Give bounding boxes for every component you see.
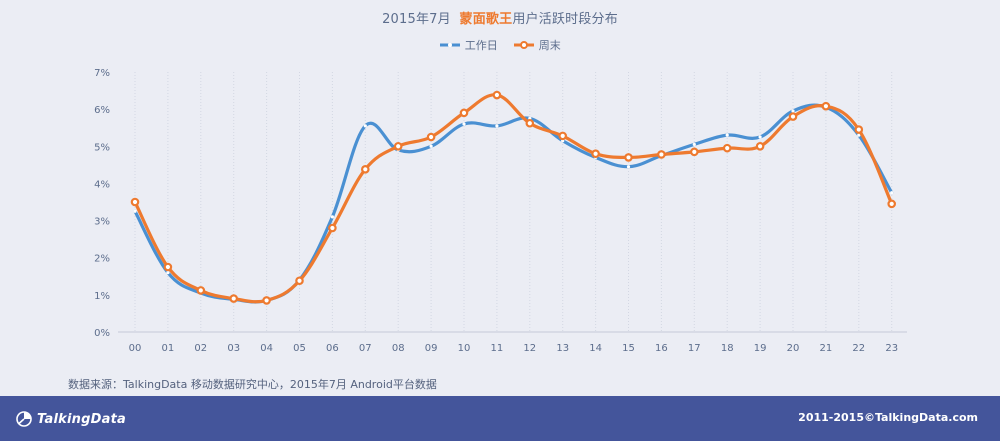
x-tick-label: 20 — [787, 343, 800, 354]
data-point-weekend — [657, 150, 666, 159]
chart-title: 2015年7月 蒙面歌王用户活跃时段分布 — [0, 8, 1000, 27]
x-tick-label: 01 — [162, 343, 175, 354]
x-tick-label: 05 — [293, 343, 306, 354]
data-point-weekday — [330, 215, 334, 219]
logo-text: TalkingData — [37, 411, 126, 427]
copyright-text: 2011-2015©TalkingData.com — [798, 411, 978, 424]
y-tick-label: 1% — [94, 291, 110, 302]
title-highlight: 蒙面歌王 — [459, 12, 513, 27]
series-line-weekend — [133, 93, 894, 304]
title-prefix: 2015年7月 — [382, 12, 451, 27]
data-point-weekend — [689, 147, 699, 157]
data-point-weekday — [725, 133, 729, 137]
x-tick-label: 04 — [260, 343, 273, 354]
data-point-weekend — [558, 131, 568, 141]
x-tick-label: 07 — [359, 343, 372, 354]
line-chart: 0% 1% 2% 3% 4% 5% 6% 7% 00 01 02 03 04 05 06 07 08 09 10 11… — [94, 68, 907, 354]
legend-weekday-label: 工作日 — [464, 39, 498, 52]
y-tick-label: 3% — [94, 217, 110, 228]
data-point-weekday — [857, 133, 861, 137]
chart-legend: 工作日 周末 — [0, 37, 1000, 53]
y-tick-label: 7% — [94, 68, 110, 79]
x-tick-label: 15 — [622, 343, 635, 354]
data-point-weekday — [626, 165, 631, 169]
title-suffix: 用户活跃时段分布 — [512, 12, 618, 27]
data-point-weekend — [755, 141, 765, 151]
data-point-weekend — [229, 294, 239, 303]
data-point-weekday — [363, 124, 367, 128]
x-tick-label: 10 — [458, 343, 471, 354]
data-point-weekend — [393, 141, 403, 151]
data-point-weekday — [791, 109, 795, 113]
y-tick-label: 2% — [94, 254, 110, 265]
x-tick-label: 14 — [589, 343, 602, 354]
data-point-weekend — [788, 112, 798, 121]
x-tick-label: 23 — [885, 343, 898, 354]
data-point-weekend — [887, 199, 897, 209]
data-point-weekend — [262, 296, 271, 305]
data-point-weekend — [130, 197, 140, 207]
data-point-weekend — [525, 118, 535, 128]
data-point-weekend — [591, 149, 600, 159]
x-tick-label: 17 — [688, 343, 701, 354]
x-tick-label: 13 — [556, 343, 569, 354]
x-tick-label: 18 — [721, 343, 734, 354]
x-tick-label: 11 — [491, 343, 504, 354]
x-tick-label: 19 — [754, 343, 767, 354]
series-line-weekday — [133, 103, 894, 304]
x-tick-label: 03 — [227, 343, 240, 354]
x-tick-label: 00 — [129, 343, 142, 354]
x-tick-label: 09 — [425, 343, 438, 354]
data-point-weekday — [166, 270, 170, 275]
legend-weekend-marker — [514, 41, 535, 49]
data-point-weekend — [821, 101, 831, 111]
data-point-weekend — [360, 165, 370, 174]
y-tick-label: 5% — [94, 142, 110, 153]
y-tick-label: 6% — [94, 105, 110, 116]
data-point-weekend — [459, 108, 469, 118]
x-tick-label: 16 — [655, 343, 668, 354]
x-tick-label: 21 — [820, 343, 833, 354]
logo-icon — [16, 411, 32, 427]
data-point-weekend — [426, 132, 436, 142]
legend-weekend-label: 周末 — [538, 39, 561, 52]
x-tick-label: 08 — [392, 343, 405, 354]
data-point-weekday — [462, 122, 466, 126]
legend-item-weekday[interactable]: 工作日 — [439, 37, 498, 53]
data-point-weekday — [692, 142, 696, 147]
data-point-weekend — [163, 262, 173, 272]
x-tick-label: 02 — [194, 343, 207, 354]
data-point-weekday — [495, 124, 499, 128]
legend-item-weekend[interactable]: 周末 — [513, 37, 561, 53]
data-point-weekend — [295, 276, 304, 286]
data-point-weekend — [624, 153, 633, 162]
data-point-weekend — [492, 90, 502, 100]
data-point-weekday — [429, 144, 433, 148]
data-point-weekday — [890, 191, 894, 195]
footer-bar: TalkingData 2011-2015©TalkingData.com — [0, 396, 1000, 441]
data-point-weekday — [758, 135, 762, 139]
talkingdata-logo: TalkingData — [16, 409, 126, 429]
data-point-weekday — [133, 209, 137, 213]
data-point-weekend — [196, 286, 206, 295]
y-tick-label: 4% — [94, 179, 110, 190]
y-tick-label: 0% — [94, 328, 110, 339]
data-point-weekend — [722, 143, 732, 153]
x-tick-label: 22 — [852, 343, 865, 354]
legend-weekday-marker — [440, 43, 461, 47]
data-point-weekend — [854, 125, 864, 134]
data-source-note: 数据来源：TalkingData 移动数据研究中心，2015年7月 Androi… — [68, 378, 437, 391]
data-point-weekend — [328, 223, 337, 233]
x-tick-label: 12 — [523, 343, 536, 354]
x-tick-label: 06 — [326, 343, 339, 354]
